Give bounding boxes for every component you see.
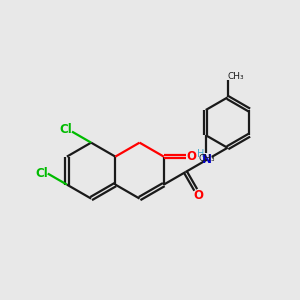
Text: Cl: Cl <box>59 123 72 136</box>
Text: N: N <box>202 153 212 166</box>
Text: O: O <box>194 188 204 202</box>
Text: CH₃: CH₃ <box>199 154 215 163</box>
Text: CH₃: CH₃ <box>227 72 244 81</box>
Text: Cl: Cl <box>35 167 48 180</box>
Text: H: H <box>197 149 204 159</box>
Text: O: O <box>186 150 196 163</box>
